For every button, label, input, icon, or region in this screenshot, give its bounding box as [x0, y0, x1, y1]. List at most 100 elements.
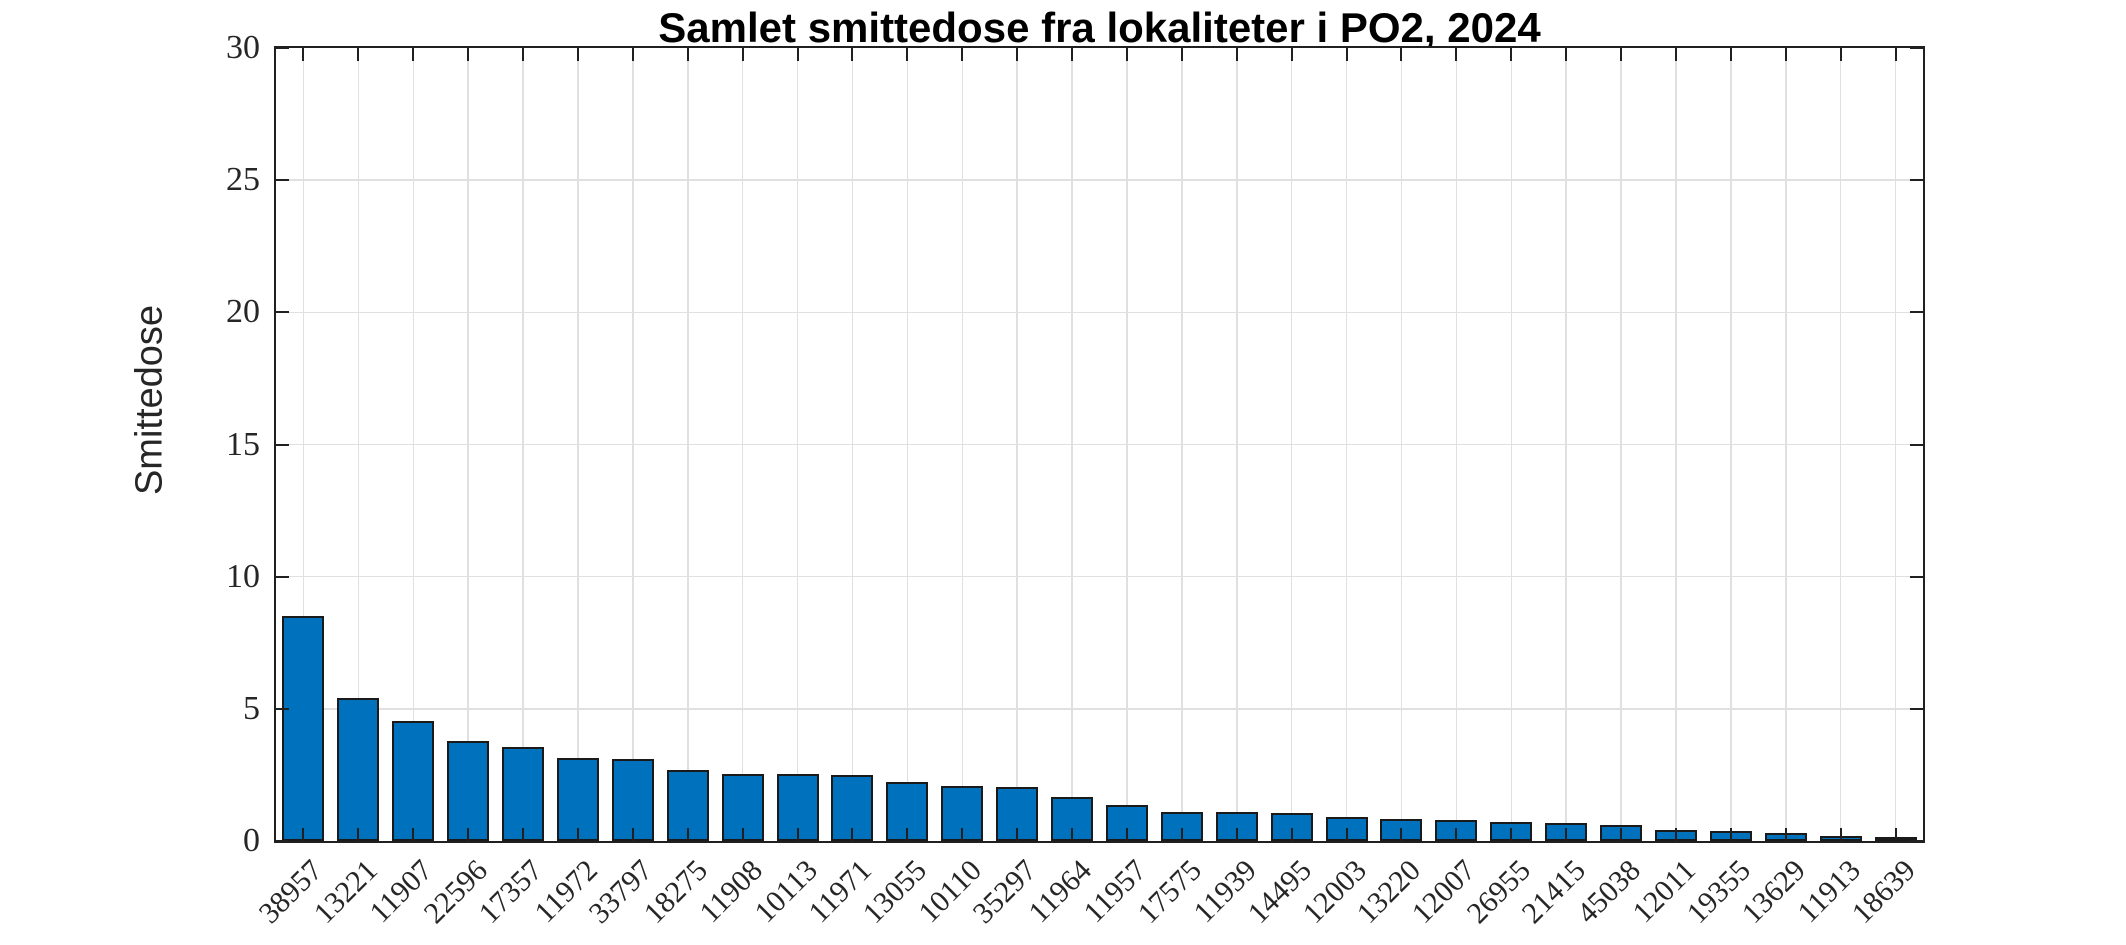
x-axis-tick — [686, 48, 689, 61]
x-axis-tick — [467, 828, 470, 841]
x-tick-label: 45038 — [1570, 853, 1647, 930]
grid-line-vertical — [1455, 48, 1458, 841]
bar — [502, 747, 545, 841]
x-tick-label: 11908 — [692, 853, 769, 930]
x-tick-label: 22596 — [417, 853, 495, 930]
x-axis-tick — [961, 48, 964, 61]
x-axis-tick — [302, 48, 305, 61]
grid-line-vertical — [1839, 48, 1842, 841]
x-tick-label: 13221 — [307, 853, 385, 930]
x-axis-tick — [1235, 828, 1238, 841]
x-axis-tick — [1125, 48, 1128, 61]
y-axis-tick — [1910, 840, 1923, 842]
x-tick-label: 11964 — [1022, 853, 1098, 930]
chart-title: Samlet smittedose fra lokaliteter i PO2,… — [658, 4, 1541, 51]
x-axis-tick — [1729, 828, 1732, 841]
x-axis-tick — [686, 828, 689, 841]
x-tick-label: 18639 — [1845, 853, 1922, 930]
x-axis-tick — [1894, 48, 1897, 61]
x-axis-tick — [1071, 48, 1074, 61]
x-axis-tick — [851, 48, 854, 61]
x-axis-tick — [522, 48, 525, 61]
y-axis-tick — [276, 47, 289, 49]
x-axis-tick — [1455, 48, 1458, 61]
x-tick-label: 11972 — [528, 853, 604, 930]
x-axis-tick — [631, 828, 634, 841]
grid-line-vertical — [1181, 48, 1183, 841]
grid-line-vertical — [961, 48, 963, 841]
x-axis-tick — [851, 828, 854, 841]
bar — [392, 720, 435, 841]
x-tick-label: 13629 — [1735, 853, 1812, 930]
grid-line-vertical — [412, 48, 414, 841]
bar — [447, 740, 490, 841]
x-axis-tick — [412, 828, 415, 841]
x-axis-tick — [576, 828, 579, 841]
grid-line-vertical — [522, 48, 524, 841]
x-axis-tick — [412, 48, 415, 61]
grid-line-vertical — [632, 48, 634, 841]
grid-line-vertical — [1126, 48, 1128, 841]
x-axis-tick — [357, 828, 360, 841]
x-tick-label: 10113 — [747, 853, 824, 930]
x-axis-tick — [522, 828, 525, 841]
y-tick-label: 5 — [243, 689, 260, 727]
y-axis-tick — [1910, 311, 1923, 314]
x-tick-label: 12003 — [1296, 853, 1373, 930]
grid-line-vertical — [1675, 48, 1677, 841]
x-axis-tick — [1839, 48, 1842, 61]
x-axis-tick — [1510, 828, 1513, 841]
grid-line-vertical — [1016, 48, 1018, 841]
x-axis-tick — [1180, 48, 1183, 61]
x-axis-tick — [796, 48, 799, 61]
y-tick-label: 10 — [226, 557, 260, 595]
x-axis-tick — [1016, 828, 1019, 841]
y-axis-tick — [276, 840, 289, 842]
x-axis-tick — [1784, 828, 1787, 841]
x-axis-tick — [1180, 828, 1183, 841]
x-axis-tick — [1071, 828, 1074, 841]
x-axis-tick — [1235, 48, 1238, 61]
y-axis-tick — [1910, 47, 1923, 49]
x-tick-label: 35297 — [966, 853, 1044, 930]
grid-line-vertical — [741, 48, 744, 841]
bar — [611, 759, 654, 841]
x-axis-tick — [1674, 48, 1677, 61]
x-axis-tick — [906, 828, 909, 841]
plot-area — [274, 46, 1925, 843]
x-tick-label: 33797 — [582, 853, 659, 930]
x-tick-label: 12007 — [1405, 853, 1483, 930]
x-axis-tick — [1290, 48, 1293, 61]
x-tick-label: 11957 — [1077, 853, 1153, 930]
y-axis-tick — [1910, 443, 1923, 446]
x-axis-tick — [1674, 828, 1677, 841]
x-tick-label: 11913 — [1790, 853, 1867, 930]
x-axis-tick — [1729, 48, 1732, 61]
x-axis-tick — [1455, 828, 1458, 841]
grid-line-vertical — [851, 48, 854, 841]
grid-line-vertical — [1620, 48, 1622, 841]
grid-line-vertical — [1785, 48, 1787, 841]
x-axis-tick — [1565, 48, 1568, 61]
x-axis-tick — [1839, 828, 1842, 841]
grid-line-vertical — [1400, 48, 1403, 841]
grid-line-horizontal — [276, 708, 1923, 710]
grid-line-vertical — [1565, 48, 1567, 841]
x-tick-label: 18275 — [637, 853, 714, 930]
x-axis-tick — [906, 48, 909, 61]
x-axis-tick — [1400, 828, 1403, 841]
x-tick-label: 17357 — [472, 853, 549, 930]
y-axis-tick — [276, 179, 289, 182]
y-tick-label: 15 — [226, 425, 260, 463]
x-tick-label: 21415 — [1515, 853, 1593, 930]
x-tick-label: 13055 — [856, 853, 934, 930]
x-tick-label: 17575 — [1131, 853, 1208, 930]
grid-line-vertical — [1236, 48, 1238, 841]
x-axis-tick — [1620, 48, 1623, 61]
grid-line-horizontal — [276, 311, 1923, 314]
x-tick-label: 38957 — [252, 853, 330, 930]
x-tick-label: 26955 — [1460, 853, 1538, 930]
x-tick-label: 13220 — [1350, 853, 1428, 930]
grid-line-vertical — [796, 48, 799, 841]
